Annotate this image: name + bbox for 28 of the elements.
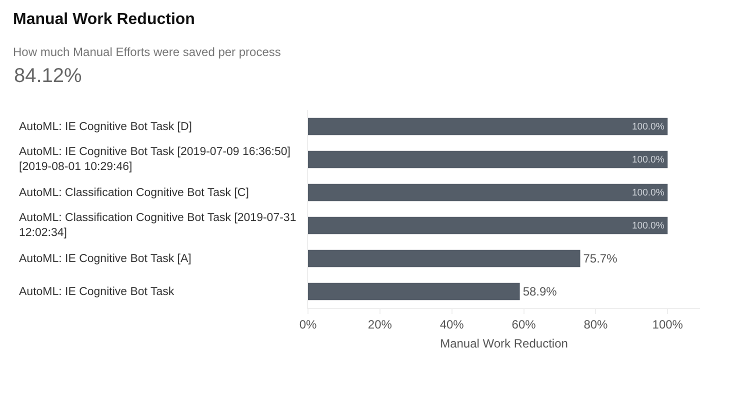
data-label: 100.0%	[632, 220, 665, 232]
bar	[308, 282, 520, 300]
x-tick-label: 60%	[512, 317, 536, 332]
x-tick-label: 40%	[440, 317, 464, 332]
bar	[308, 150, 668, 168]
data-label: 58.9%	[522, 284, 558, 298]
bar	[308, 184, 668, 202]
data-label: 75.7%	[583, 252, 618, 266]
bar	[308, 216, 668, 234]
y-tick-label: AutoML: IE Cognitive Bot Task	[19, 286, 174, 298]
x-axis-title: Manual Work Reduction	[440, 336, 568, 350]
x-tick-label: 80%	[584, 317, 608, 332]
x-tick-label: 0%	[299, 317, 317, 332]
text: Manual Work Reduction	[13, 11, 195, 28]
data-label: 100.0%	[632, 154, 665, 166]
text: How much Manual Efforts were saved per process	[13, 45, 281, 59]
y-tick-label: AutoML: IE Cognitive Bot Task [D]	[19, 121, 192, 133]
y-tick-label: AutoML: Classification Cognitive Bot Task [C]	[19, 187, 249, 199]
x-tick-label: 100%	[652, 317, 684, 332]
y-tick-label: AutoML: IE Cognitive Bot Task [2019-07-09 16:36:50] [2019-08-01 10:29:46]	[19, 146, 290, 173]
text: 84.12%	[14, 65, 82, 87]
bar	[308, 250, 580, 268]
x-tick-label: 20%	[368, 317, 392, 332]
bar	[308, 118, 668, 136]
y-tick-label: AutoML: IE Cognitive Bot Task [A]	[19, 253, 192, 265]
data-label: 100.0%	[632, 122, 665, 133]
y-tick-label: AutoML: Classification Cognitive Bot Task [2019-07-31 12:02:34]	[19, 212, 296, 239]
data-label: 100.0%	[632, 188, 665, 199]
